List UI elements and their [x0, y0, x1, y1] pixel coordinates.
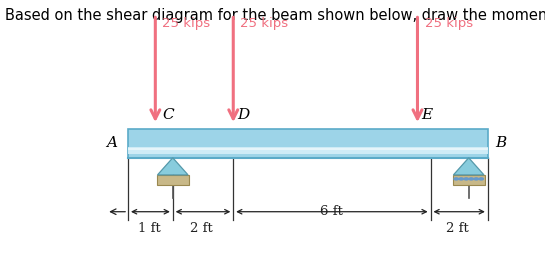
Circle shape	[469, 178, 474, 180]
Bar	[128, 148, 488, 150]
Text: Based on the shear diagram for the beam shown below, draw the moment diagram.: Based on the shear diagram for the beam …	[5, 8, 545, 23]
Text: 2 ft: 2 ft	[446, 222, 469, 235]
Text: 25 kips: 25 kips	[240, 17, 288, 30]
Circle shape	[459, 178, 463, 180]
Bar	[128, 147, 488, 154]
Text: A: A	[106, 136, 117, 150]
Text: C: C	[162, 108, 174, 122]
Bar	[453, 175, 485, 185]
Bar	[157, 175, 189, 185]
Bar	[128, 129, 488, 158]
Polygon shape	[453, 158, 484, 175]
Circle shape	[454, 178, 458, 180]
Text: E: E	[421, 108, 432, 122]
Text: 1 ft: 1 ft	[138, 222, 161, 235]
Circle shape	[479, 178, 483, 180]
Text: 25 kips: 25 kips	[425, 17, 473, 30]
Text: 25 kips: 25 kips	[162, 17, 210, 30]
Circle shape	[474, 178, 479, 180]
Text: 2 ft: 2 ft	[190, 222, 213, 235]
Polygon shape	[158, 158, 188, 175]
Circle shape	[464, 178, 468, 180]
Text: B: B	[495, 136, 506, 150]
Text: D: D	[237, 108, 249, 122]
Text: 6 ft: 6 ft	[320, 205, 343, 218]
